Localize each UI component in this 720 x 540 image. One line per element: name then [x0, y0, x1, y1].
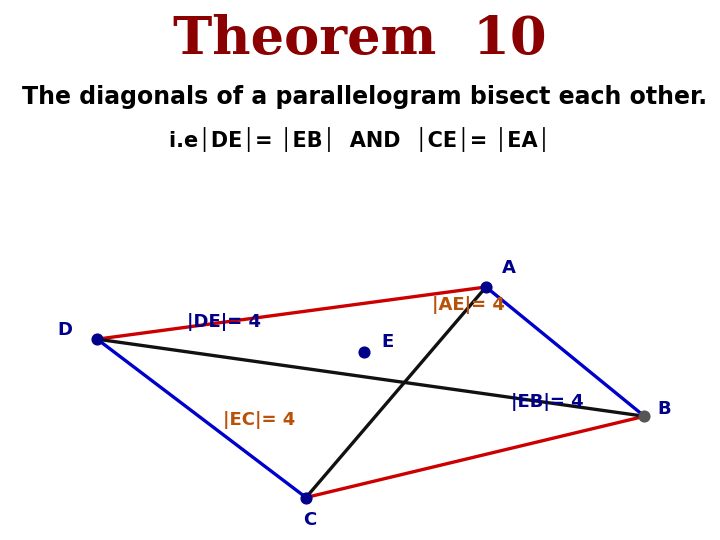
- Point: [480, 282, 492, 291]
- Point: [639, 412, 650, 421]
- Point: [358, 347, 369, 356]
- Text: |EB|= 4: |EB|= 4: [511, 393, 584, 411]
- Point: [91, 335, 103, 343]
- Text: A: A: [502, 259, 516, 277]
- Text: |DE|= 4: |DE|= 4: [187, 313, 261, 331]
- Text: E: E: [382, 333, 394, 351]
- Text: B: B: [657, 400, 671, 418]
- Text: |EC|= 4: |EC|= 4: [223, 410, 295, 429]
- Text: Theorem  10: Theorem 10: [174, 14, 546, 65]
- Point: [300, 493, 312, 502]
- Text: |AE|= 4: |AE|= 4: [432, 296, 505, 314]
- Text: The diagonals of a parallelogram bisect each other.: The diagonals of a parallelogram bisect …: [22, 85, 707, 109]
- Text: C: C: [303, 511, 316, 529]
- Text: i.e│DE│= │EB│  AND  │CE│= │EA│: i.e│DE│= │EB│ AND │CE│= │EA│: [169, 127, 551, 152]
- Text: D: D: [58, 321, 73, 339]
